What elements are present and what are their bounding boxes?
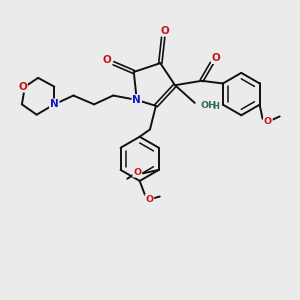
Text: O: O (212, 53, 220, 63)
Text: O: O (133, 168, 141, 177)
Text: N: N (50, 99, 59, 110)
Text: O: O (160, 26, 169, 36)
Text: N: N (132, 95, 141, 105)
Text: O: O (264, 117, 272, 126)
Text: OH: OH (201, 101, 217, 110)
Text: O: O (145, 195, 154, 204)
Text: O: O (103, 55, 112, 65)
Text: H: H (212, 102, 219, 111)
Text: O: O (18, 82, 27, 92)
